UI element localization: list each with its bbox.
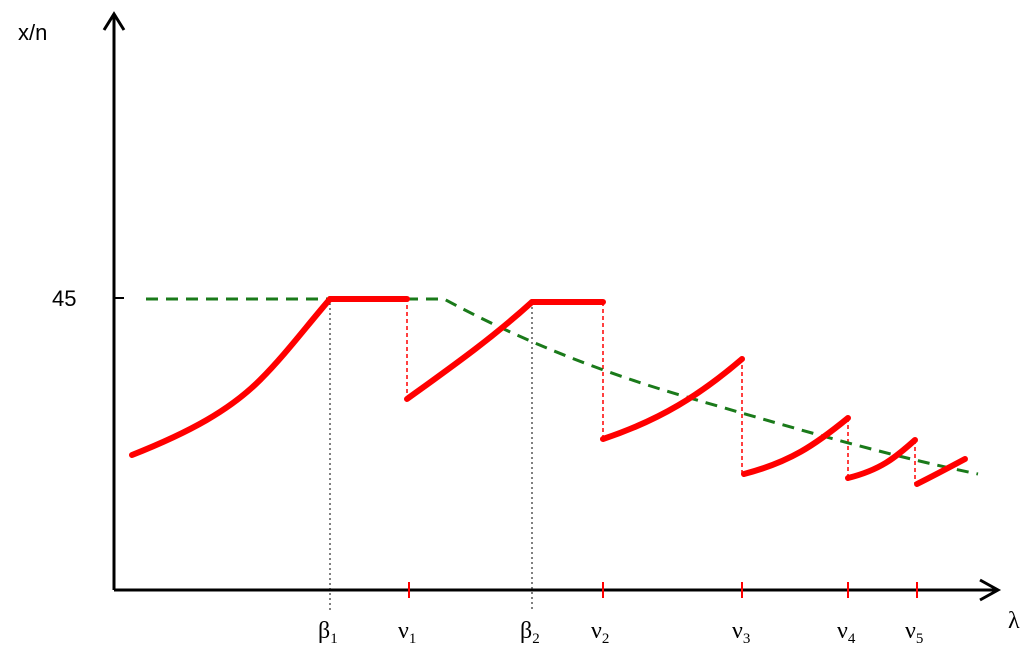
x-axis-arrowhead xyxy=(979,578,1002,602)
marker-nu1: ν1 xyxy=(398,618,416,647)
red-segment-1 xyxy=(129,296,333,458)
x-marker-labels: β1 ν1 β2 ν2 ν3 ν4 ν5 xyxy=(318,618,923,647)
red-curve xyxy=(129,296,968,487)
marker-beta1: β1 xyxy=(318,618,338,647)
green-dashed-curve xyxy=(146,297,979,476)
y-axis-arrowhead xyxy=(102,11,126,31)
x-axis-label: λ xyxy=(1008,608,1020,634)
y-tick-label: 45 xyxy=(52,286,76,311)
marker-nu4: ν4 xyxy=(837,618,856,647)
red-segment-3 xyxy=(600,356,745,442)
red-segment-6 xyxy=(914,456,968,487)
marker-nu3: ν3 xyxy=(732,618,750,647)
axes xyxy=(102,11,1002,602)
y-axis-label: x/n xyxy=(18,20,47,45)
red-segment-4 xyxy=(741,415,851,477)
marker-nu5: ν5 xyxy=(905,618,923,647)
red-drop-lines xyxy=(406,298,916,484)
marker-nu2: ν2 xyxy=(591,618,609,647)
nu-ticks xyxy=(408,582,918,598)
marker-beta2: β2 xyxy=(520,618,540,647)
red-segment-2 xyxy=(404,299,535,402)
red-segment-5 xyxy=(845,437,918,481)
